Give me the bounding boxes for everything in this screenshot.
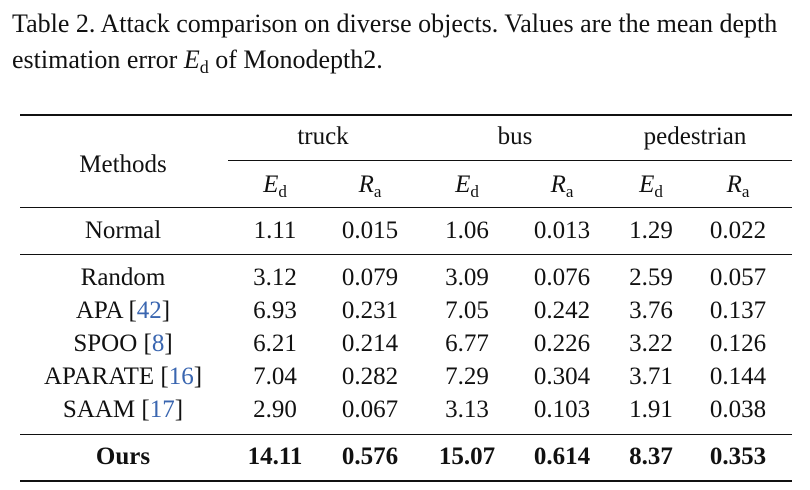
table-cell-value: 8.37 [629,443,673,470]
method-name: APARATE [16] [43,363,203,390]
header-group-truck: truck [297,123,349,150]
table-cell-value: 7.05 [445,297,489,324]
table-cell-value: 0.576 [341,443,399,470]
table-cell-value: 3.09 [445,264,489,291]
table-cell-value: 2.59 [629,264,673,291]
table-cell-value: 1.91 [629,396,673,423]
header-metric-ra: Ra [550,171,574,201]
baseline-rule [20,254,792,255]
table-cell-value: 0.126 [709,330,767,357]
table-cell-value: 15.07 [438,443,496,470]
method-name: Ours [95,443,151,470]
citation-link[interactable]: 16 [168,363,194,390]
table-cell-value: 0.038 [709,396,767,423]
table-cell-value: 1.11 [253,217,297,244]
table-cell-value: 3.22 [629,330,673,357]
table-cell-value: 1.29 [629,217,673,244]
header-group-pedestrian: pedestrian [643,123,747,150]
table-cell-value: 7.29 [445,363,489,390]
table-cell-value: 0.242 [533,297,591,324]
table-cell-value: 0.282 [341,363,399,390]
header-group-bus: bus [497,123,533,150]
header-metric-ed: Ed [263,171,287,201]
caption-symbol: Ed [183,45,209,77]
table-cell-value: 0.022 [709,217,767,244]
table-cell-value: 0.103 [533,396,591,423]
table-cell-value: 3.71 [629,363,673,390]
table-caption: Table 2. Attack comparison on diverse ob… [12,6,802,80]
table-cell-value: 0.076 [533,264,591,291]
table-cell-value: 14.11 [247,443,303,470]
table-cell-value: 6.77 [445,330,489,357]
citation-link[interactable]: 42 [136,297,162,324]
bottom-rule [20,480,792,482]
table-cell-value: 1.06 [445,217,489,244]
table-cell-value: 6.93 [253,297,297,324]
top-rule [20,114,792,116]
header-rule [20,207,792,208]
method-name: Random [80,264,166,291]
header-metric-ed: Ed [455,171,479,201]
table-cell-value: 0.231 [341,297,399,324]
caption-text: Attack comparison on diverse objects. Va… [12,9,778,74]
table-cell-value: 7.04 [253,363,297,390]
table-cell-value: 3.12 [253,264,297,291]
caption-text-end: of Monodepth2. [215,45,383,74]
table-cell-value: 0.614 [533,443,591,470]
table-cell-value: 2.90 [253,396,297,423]
table-cell-value: 0.013 [533,217,591,244]
header-methods: Methods [79,151,167,178]
method-name: SPOO [8] [73,330,173,357]
method-name: SAAM [17] [62,396,184,423]
group-rule [228,160,792,161]
citation-link[interactable]: 8 [151,330,165,357]
table-cell-value: 0.226 [533,330,591,357]
table-cell-value: 0.214 [341,330,399,357]
table-cell-value: 0.067 [341,396,399,423]
table-cell-value: 0.304 [533,363,591,390]
header-metric-ed: Ed [639,171,663,201]
table-cell-value: 0.079 [341,264,399,291]
table-cell-value: 3.76 [629,297,673,324]
table-cell-value: 3.13 [445,396,489,423]
citation-link[interactable]: 17 [149,396,175,423]
table-cell-value: 0.144 [709,363,767,390]
table-cell-value: 0.137 [709,297,767,324]
header-metric-ra: Ra [358,171,382,201]
table-cell-value: 0.353 [709,443,767,470]
ours-rule [20,434,792,435]
table-cell-value: 0.015 [341,217,399,244]
method-name: Normal [84,217,162,244]
table-cell-value: 6.21 [253,330,297,357]
header-metric-ra: Ra [726,171,750,201]
caption-label: Table 2. [12,9,96,38]
table-cell-value: 0.057 [709,264,767,291]
method-name: APA [42] [75,297,171,324]
